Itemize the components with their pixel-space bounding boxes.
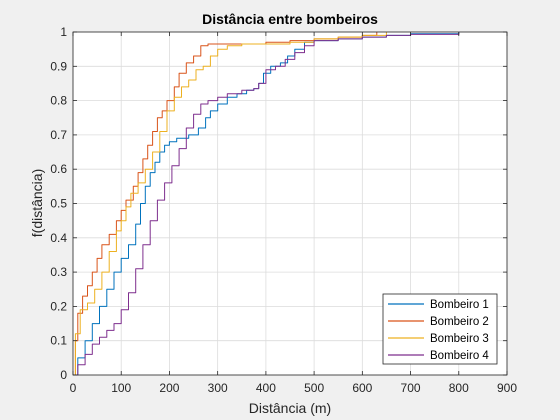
y-tick-label: 0.6 <box>50 162 67 176</box>
x-tick-label: 300 <box>208 381 228 395</box>
legend-label-bombeiro-1: Bombeiro 1 <box>430 299 489 311</box>
y-axis-label: f(distância) <box>29 169 45 237</box>
legend-label-bombeiro-4: Bombeiro 4 <box>430 350 489 362</box>
x-tick-label: 400 <box>256 381 276 395</box>
y-tick-label: 0.1 <box>50 334 67 348</box>
x-tick-label: 600 <box>352 381 372 395</box>
x-tick-label: 900 <box>497 381 517 395</box>
x-tick-label: 500 <box>304 381 324 395</box>
y-tick-label: 0.2 <box>50 299 67 313</box>
chart-title: Distância entre bombeiros <box>202 11 378 27</box>
y-tick-label: 0.4 <box>50 231 67 245</box>
legend-label-bombeiro-3: Bombeiro 3 <box>430 333 489 345</box>
x-tick-label: 800 <box>449 381 469 395</box>
x-tick-label: 100 <box>111 381 131 395</box>
x-tick-label: 700 <box>401 381 421 395</box>
y-tick-label: 0.5 <box>50 197 67 211</box>
y-tick-label: 1 <box>60 25 67 39</box>
y-tick-label: 0.9 <box>50 59 67 73</box>
y-tick-label: 0.8 <box>50 94 67 108</box>
y-tick-label: 0.7 <box>50 128 67 142</box>
y-tick-label: 0.3 <box>50 265 67 279</box>
x-axis-label: Distância (m) <box>249 400 331 416</box>
legend-label-bombeiro-2: Bombeiro 2 <box>430 316 489 328</box>
y-tick-label: 0 <box>60 368 67 382</box>
x-tick-label: 200 <box>159 381 179 395</box>
x-tick-label: 0 <box>70 381 77 395</box>
legend: Bombeiro 1 Bombeiro 2 Bombeiro 3 Bombeiro 4 <box>383 294 497 364</box>
